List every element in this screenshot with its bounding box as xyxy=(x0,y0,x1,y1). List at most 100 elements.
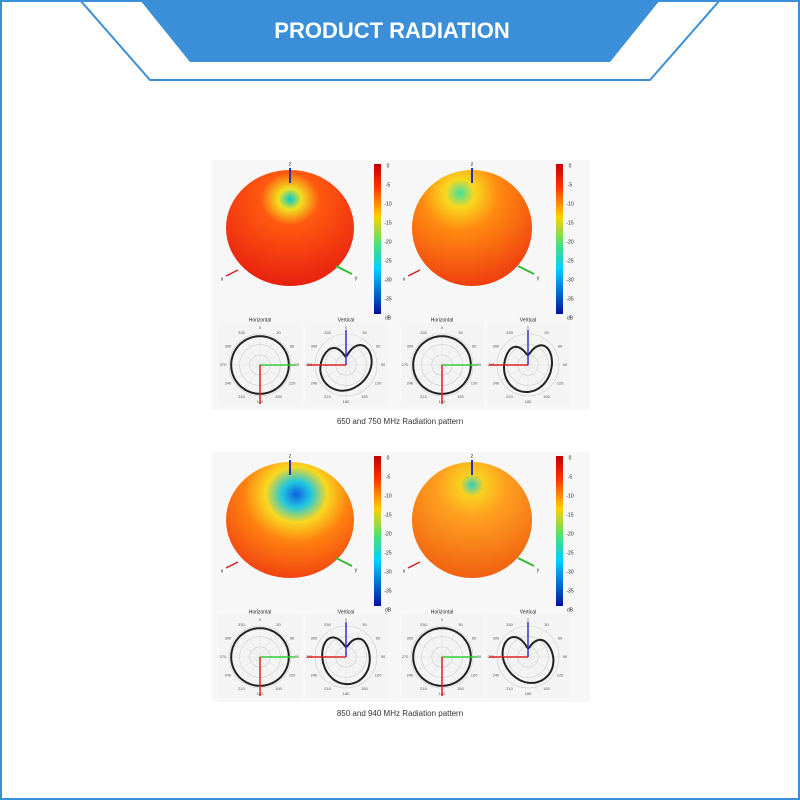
polar-angle: 30 xyxy=(544,622,549,627)
polar-spoke xyxy=(426,338,443,366)
polar-angle: 30 xyxy=(458,622,463,627)
polar-spoke xyxy=(233,641,261,658)
polar-spoke xyxy=(233,364,261,381)
polar-angle: 330 xyxy=(238,622,245,627)
axis-y xyxy=(335,265,353,275)
polar-title: Horizontal xyxy=(431,609,454,615)
colorbar xyxy=(374,456,381,606)
colorbar-tick: -30 xyxy=(566,569,573,575)
polar-angle: 210 xyxy=(420,686,427,691)
polar-angle: 150 xyxy=(457,394,464,399)
polar-angle: 240 xyxy=(493,673,500,678)
header-outline xyxy=(78,0,722,81)
polar-spoke xyxy=(441,630,458,658)
colorbar xyxy=(374,164,381,314)
polar-angle: 300 xyxy=(407,636,414,641)
colorbar-tick: -20 xyxy=(566,239,573,245)
polar-title: Horizontal xyxy=(249,609,272,615)
polar-angle: 0 xyxy=(441,325,444,330)
polar-spoke xyxy=(441,338,458,366)
polar-title: Horizontal xyxy=(249,317,272,323)
colorbar-tick: -25 xyxy=(566,258,573,264)
polar-title: Vertical xyxy=(338,609,354,615)
polar-spoke xyxy=(244,364,261,392)
figure-caption: 850 and 940 MHz Radiation pattern xyxy=(337,709,463,718)
polar-spoke xyxy=(259,630,276,658)
polar-angle: 240 xyxy=(311,381,318,386)
axis-label: z xyxy=(471,453,474,459)
axis-label: z xyxy=(289,453,292,459)
polar-angle: 330 xyxy=(238,330,245,335)
polar-angle: 330 xyxy=(506,622,513,627)
polar-angle: 60 xyxy=(290,344,295,349)
colorbar-tick: -25 xyxy=(566,550,573,556)
axis-x xyxy=(407,561,421,569)
polar-angle: 330 xyxy=(324,330,331,335)
axis-label: y xyxy=(537,275,540,281)
polar-angle: 60 xyxy=(558,344,563,349)
colorbar-tick: -35 xyxy=(384,588,391,594)
colorbar-tick: -15 xyxy=(566,220,573,226)
polar-spoke xyxy=(259,641,287,658)
polar-angle: 240 xyxy=(407,381,414,386)
polar-spoke xyxy=(441,641,469,658)
colorbar-tick: -35 xyxy=(384,296,391,302)
polar-angle: 180 xyxy=(343,691,350,696)
polar-angle: 90 xyxy=(295,654,300,659)
colorbar-tick: -10 xyxy=(566,201,573,207)
header-banner xyxy=(140,0,660,62)
polar-angle: 150 xyxy=(543,686,550,691)
polar-angle: 90 xyxy=(295,362,300,367)
polar-angle: 120 xyxy=(557,381,564,386)
colorbar-tick: 0 xyxy=(387,163,390,169)
polar-angle: 240 xyxy=(225,673,232,678)
polar-angle: 30 xyxy=(362,622,367,627)
polar-angle: 210 xyxy=(238,394,245,399)
polar-angle: 210 xyxy=(324,394,331,399)
polar-angle: 180 xyxy=(343,399,350,404)
polar-spoke xyxy=(426,630,443,658)
polar-spoke xyxy=(415,656,443,673)
polar-spoke xyxy=(527,630,544,658)
polar-angle: 0 xyxy=(259,617,262,622)
polar-angle: 330 xyxy=(506,330,513,335)
axis-x xyxy=(407,269,421,277)
polar-angle: 120 xyxy=(375,381,382,386)
colorbar-tick: -15 xyxy=(384,512,391,518)
axis-label: y xyxy=(355,567,358,573)
polar-spoke xyxy=(512,630,529,658)
polar-angle: 150 xyxy=(361,394,368,399)
polar-spoke xyxy=(527,656,544,684)
polar-spoke xyxy=(441,656,458,684)
axis-label: y xyxy=(355,275,358,281)
polar-angle: 300 xyxy=(407,344,414,349)
polar-spoke xyxy=(244,630,261,658)
polar-angle: 330 xyxy=(324,622,331,627)
axis-label: y xyxy=(537,567,540,573)
polar-title: Horizontal xyxy=(431,317,454,323)
polar-spoke xyxy=(345,656,362,684)
polar-angle: 120 xyxy=(471,381,478,386)
radiation-blob xyxy=(226,170,354,286)
colorbar-tick: -10 xyxy=(384,201,391,207)
polar-angle: 30 xyxy=(276,622,281,627)
polar-angle: 240 xyxy=(407,673,414,678)
polar-spoke xyxy=(527,641,555,658)
polar-angle: 60 xyxy=(376,636,381,641)
colorbar xyxy=(556,456,563,606)
colorbar-tick: -30 xyxy=(384,277,391,283)
polar-angle: 0 xyxy=(345,617,348,622)
polar-angle: 210 xyxy=(420,394,427,399)
polar-angle: 180 xyxy=(525,691,532,696)
axis-x xyxy=(225,561,239,569)
polar-angle: 210 xyxy=(506,686,513,691)
colorbar-tick: -30 xyxy=(384,569,391,575)
colorbar-tick: -35 xyxy=(566,296,573,302)
colorbar-tick: -5 xyxy=(568,474,573,480)
colorbar-tick: -5 xyxy=(386,474,391,480)
polar-angle: 120 xyxy=(289,381,296,386)
axis-label: x xyxy=(403,568,406,574)
polar-angle: 240 xyxy=(493,381,500,386)
polar-angle: 300 xyxy=(311,344,318,349)
polar-spoke xyxy=(233,656,261,673)
